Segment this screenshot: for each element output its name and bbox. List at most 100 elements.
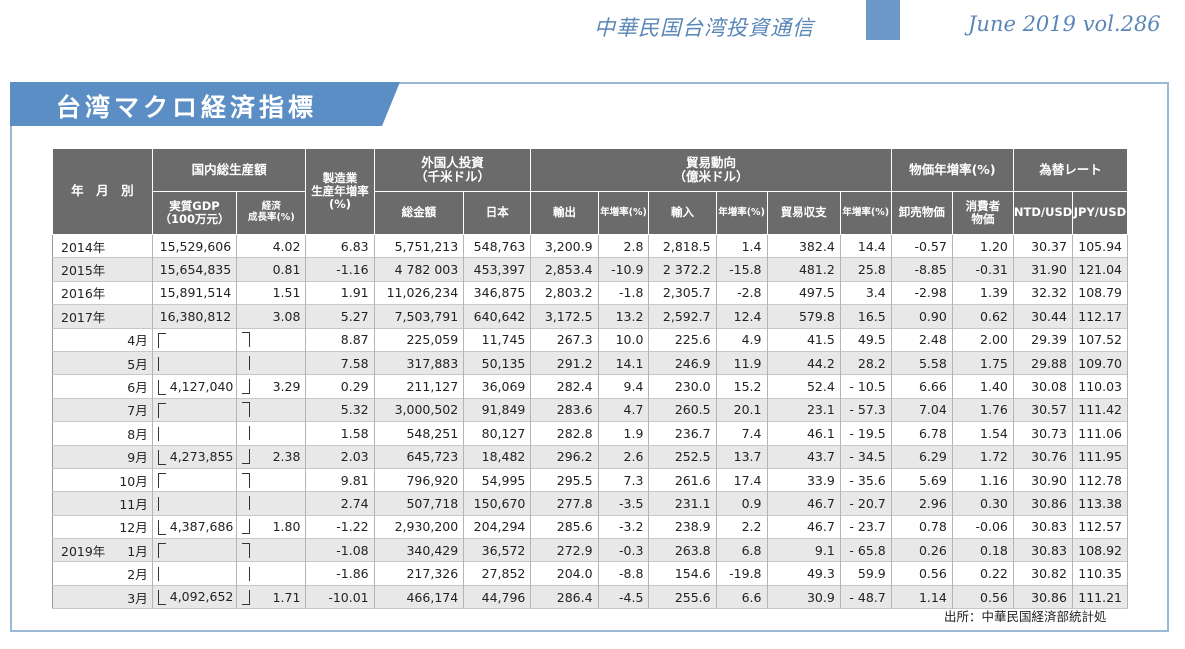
bracket-left xyxy=(157,590,166,606)
cell-exports-yoy: 14.1 xyxy=(598,351,650,375)
cell-exports-yoy: -1.8 xyxy=(598,281,650,305)
cell-gdp: 15,654,835 xyxy=(152,257,238,282)
col-ntd: NTD/USD xyxy=(1012,191,1073,235)
cell-imports: 236.7 xyxy=(648,421,717,446)
col-balance-yoy: 年増率(%) xyxy=(839,191,892,235)
cell-exports: 296.2 xyxy=(530,445,599,469)
cell-consumer: -0.31 xyxy=(952,257,1014,282)
growth-value: 2.38 xyxy=(272,449,301,465)
cell-balance-yoy: - 65.8 xyxy=(840,538,892,562)
cell-ntd: 29.39 xyxy=(1013,328,1073,352)
cell-jpy: 112.78 xyxy=(1072,468,1129,492)
cell-gdp: 15,529,606 xyxy=(152,234,238,258)
bracket-right xyxy=(242,402,251,418)
cell-imports: 260.5 xyxy=(648,398,717,422)
cell-mfg: 5.27 xyxy=(305,304,375,329)
col-period-header: 年 月 別 xyxy=(52,148,153,235)
gdp-value: 4,273,855 xyxy=(169,448,234,464)
bracket-right xyxy=(242,496,251,511)
cell-jpy: 121.04 xyxy=(1072,257,1129,282)
cell-gdp xyxy=(152,468,238,492)
cell-month: 10月 xyxy=(111,468,153,492)
cell-imports: 255.6 xyxy=(648,585,717,609)
col-jpy: JPY/USD xyxy=(1071,191,1129,235)
col-exports: 輸出 xyxy=(530,191,599,235)
cell-balance: 46.7 xyxy=(767,491,841,516)
cell-exports: 282.4 xyxy=(530,374,599,399)
cell-fdi-japan: 50,135 xyxy=(463,351,532,375)
cell-month: 2月 xyxy=(111,561,153,586)
cell-imports-yoy: -19.8 xyxy=(716,561,768,586)
cell-growth: 3.29 xyxy=(236,374,307,399)
cell-imports-yoy: 15.2 xyxy=(716,374,768,399)
cell-consumer: 2.00 xyxy=(952,328,1014,352)
cell-imports: 2,818.5 xyxy=(648,234,717,258)
cell-imports-yoy: 1.4 xyxy=(716,234,768,258)
cell-gdp: 15,891,514 xyxy=(152,281,238,305)
cell-imports: 246.9 xyxy=(648,351,717,375)
cell-fdi-japan: 36,572 xyxy=(463,538,532,562)
cell-wholesale: 5.58 xyxy=(891,351,953,375)
cell-balance: 33.9 xyxy=(767,468,841,492)
col-mfg-header: 製造業 生産年増率 (%) xyxy=(305,148,375,235)
cell-growth xyxy=(236,398,307,422)
cell-consumer: 1.75 xyxy=(952,351,1014,375)
cell-balance: 481.2 xyxy=(767,257,841,282)
col-gdp-growth: 経済 成長率(%) xyxy=(236,191,307,235)
cell-jpy: 107.52 xyxy=(1072,328,1129,352)
cell-imports: 2 372.2 xyxy=(648,257,717,282)
cell-gdp xyxy=(152,538,238,562)
cell-month xyxy=(111,234,153,258)
cell-fdi-japan: 27,852 xyxy=(463,561,532,586)
cell-exports: 282.8 xyxy=(530,421,599,446)
bracket-left xyxy=(157,332,166,348)
cell-fdi-total: 317,883 xyxy=(374,351,465,375)
cell-balance: 497.5 xyxy=(767,281,841,305)
cell-imports: 238.9 xyxy=(648,515,717,539)
bracket-right xyxy=(242,332,251,348)
cell-exports-yoy: 2.8 xyxy=(598,234,650,258)
cell-jpy: 108.79 xyxy=(1072,281,1129,305)
cell-wholesale: 6.78 xyxy=(891,421,953,446)
cell-ntd: 30.08 xyxy=(1013,374,1073,399)
cell-exports: 286.4 xyxy=(530,585,599,609)
cell-exports: 295.5 xyxy=(530,468,599,492)
cell-jpy: 112.57 xyxy=(1072,515,1129,539)
cell-ntd: 32.32 xyxy=(1013,281,1073,305)
cell-mfg: 2.74 xyxy=(305,491,375,516)
cell-balance: 41.5 xyxy=(767,328,841,352)
cell-exports-yoy: 13.2 xyxy=(598,304,650,329)
cell-imports-yoy: 11.9 xyxy=(716,351,768,375)
cell-jpy: 109.70 xyxy=(1072,351,1129,375)
bracket-right xyxy=(242,542,251,558)
source-note: 出所：中華民国経済部統計処 xyxy=(944,609,1107,624)
cell-growth xyxy=(236,351,307,375)
cell-mfg: 1.58 xyxy=(305,421,375,446)
cell-exports-yoy: -0.3 xyxy=(598,538,650,562)
bracket-left xyxy=(157,402,166,418)
cell-ntd: 30.83 xyxy=(1013,538,1073,562)
cell-month: 7月 xyxy=(111,398,153,422)
cell-growth: 3.08 xyxy=(236,304,307,329)
cell-balance-yoy: - 34.5 xyxy=(840,445,892,469)
cell-mfg: -1.22 xyxy=(305,515,375,539)
cell-consumer: 1.76 xyxy=(952,398,1014,422)
cell-exports: 285.6 xyxy=(530,515,599,539)
cell-fdi-japan: 548,763 xyxy=(463,234,532,258)
cell-balance: 46.1 xyxy=(767,421,841,446)
cell-gdp xyxy=(152,351,238,375)
cell-growth: 1.51 xyxy=(236,281,307,305)
header-color-block xyxy=(866,0,900,40)
table-row: 9月 4,273,855 2.38 2.03 645,723 18,482 296.2 2.6… xyxy=(52,445,1129,469)
cell-consumer: 1.20 xyxy=(952,234,1014,258)
cell-growth: 1.80 xyxy=(236,515,307,539)
cell-month xyxy=(111,281,153,305)
cell-wholesale: -0.57 xyxy=(891,234,953,258)
cell-growth xyxy=(236,328,307,352)
cell-gdp xyxy=(152,491,238,516)
bracket-right xyxy=(242,449,251,465)
cell-fdi-total: 466,174 xyxy=(374,585,465,609)
cell-growth: 4.02 xyxy=(236,234,307,258)
section-banner: 台湾マクロ経済指標 xyxy=(10,82,400,126)
cell-balance: 579.8 xyxy=(767,304,841,329)
